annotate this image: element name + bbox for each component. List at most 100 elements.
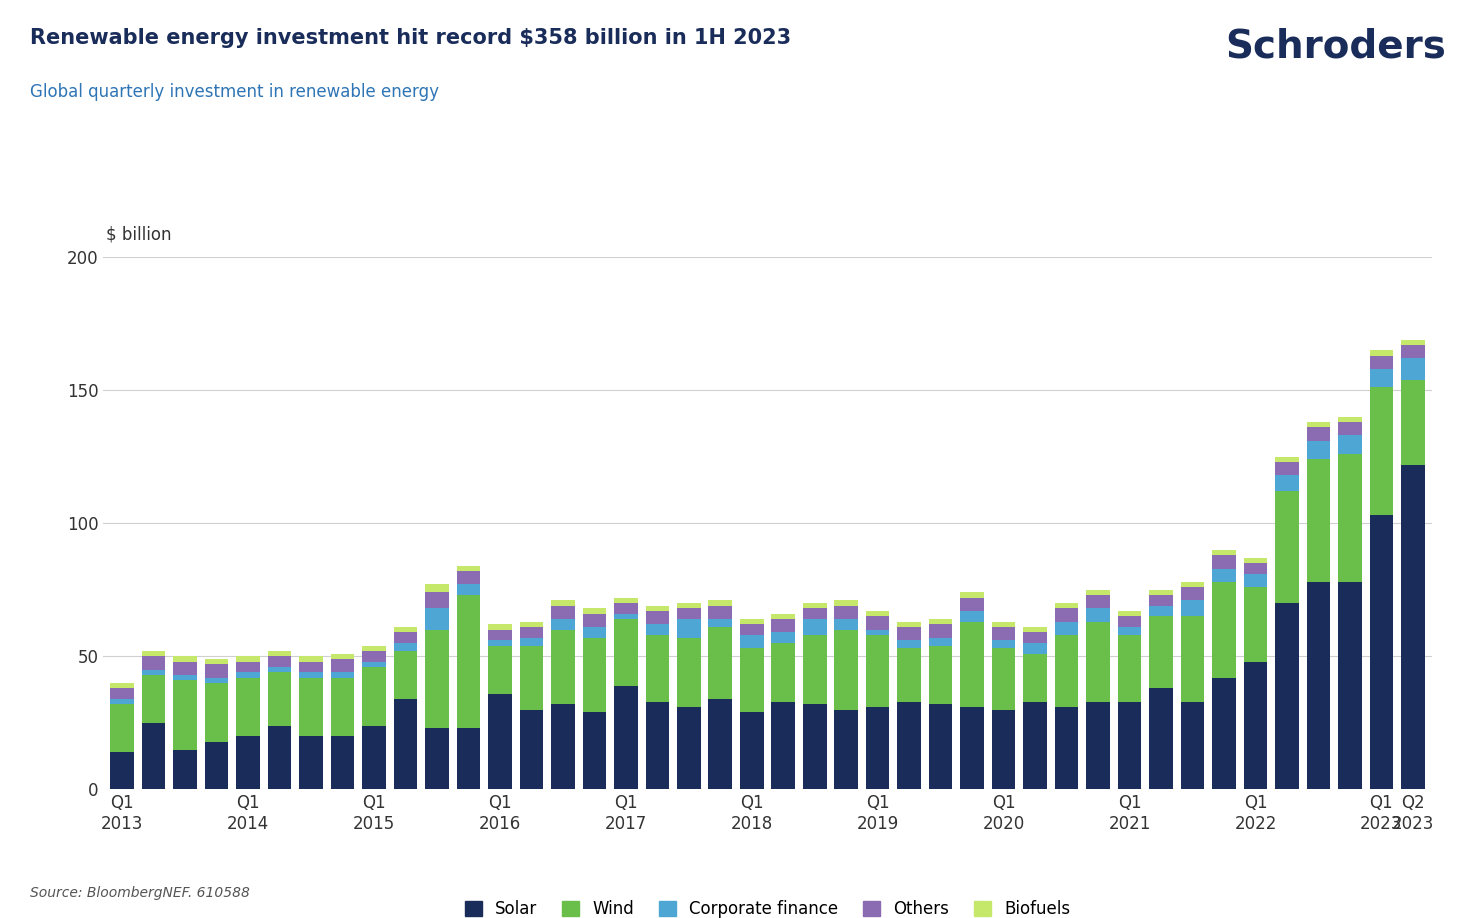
Bar — [1339, 435, 1362, 454]
Bar — [331, 659, 354, 672]
Bar — [1023, 701, 1046, 789]
Bar — [489, 641, 512, 645]
Bar — [205, 659, 229, 665]
Bar — [772, 643, 796, 701]
Bar — [267, 656, 291, 667]
Bar — [551, 606, 574, 619]
Bar — [834, 600, 858, 606]
Bar — [236, 677, 260, 736]
Bar — [992, 641, 1015, 648]
Bar — [1244, 563, 1268, 574]
Bar — [142, 723, 165, 789]
Bar — [1212, 550, 1235, 555]
Bar — [961, 598, 984, 611]
Bar — [961, 707, 984, 789]
Bar — [1086, 595, 1110, 609]
Bar — [834, 630, 858, 710]
Bar — [425, 609, 449, 630]
Bar — [614, 686, 638, 789]
Bar — [1181, 617, 1204, 701]
Bar — [1212, 582, 1235, 677]
Bar — [456, 728, 480, 789]
Bar — [866, 617, 890, 630]
Bar — [1370, 350, 1393, 355]
Bar — [708, 606, 732, 619]
Bar — [1086, 589, 1110, 595]
Bar — [1306, 459, 1330, 582]
Bar — [489, 624, 512, 630]
Bar — [205, 742, 229, 789]
Bar — [928, 638, 952, 645]
Bar — [1117, 611, 1141, 617]
Bar — [300, 656, 323, 662]
Bar — [583, 638, 607, 712]
Bar — [489, 630, 512, 641]
Text: Global quarterly investment in renewable energy: Global quarterly investment in renewable… — [30, 83, 438, 101]
Bar — [489, 694, 512, 789]
Bar — [1181, 582, 1204, 588]
Bar — [267, 651, 291, 656]
Bar — [236, 656, 260, 662]
Bar — [1181, 701, 1204, 789]
Bar — [236, 662, 260, 672]
Bar — [1370, 355, 1393, 369]
Bar — [614, 603, 638, 614]
Bar — [1339, 454, 1362, 582]
Bar — [520, 645, 543, 710]
Bar — [236, 736, 260, 789]
Bar — [708, 619, 732, 627]
Bar — [866, 611, 890, 617]
Text: Schroders: Schroders — [1225, 28, 1446, 65]
Bar — [1086, 701, 1110, 789]
Bar — [236, 672, 260, 677]
Bar — [394, 699, 418, 789]
Bar — [645, 611, 669, 624]
Bar — [928, 619, 952, 624]
Bar — [111, 752, 134, 789]
Bar — [992, 627, 1015, 641]
Bar — [1306, 422, 1330, 428]
Bar — [456, 571, 480, 585]
Bar — [111, 699, 134, 704]
Bar — [708, 699, 732, 789]
Bar — [205, 683, 229, 742]
Bar — [897, 648, 921, 701]
Bar — [362, 651, 385, 662]
Bar — [583, 609, 607, 614]
Bar — [645, 606, 669, 611]
Bar — [520, 710, 543, 789]
Bar — [928, 645, 952, 704]
Bar — [1150, 606, 1173, 617]
Bar — [1275, 476, 1299, 491]
Bar — [803, 609, 827, 619]
Bar — [708, 627, 732, 699]
Bar — [1212, 568, 1235, 582]
Bar — [583, 627, 607, 638]
Bar — [803, 704, 827, 789]
Text: $ billion: $ billion — [106, 226, 173, 243]
Bar — [961, 611, 984, 621]
Bar — [331, 677, 354, 736]
Bar — [645, 624, 669, 635]
Bar — [928, 624, 952, 638]
Bar — [1055, 603, 1079, 609]
Bar — [992, 648, 1015, 710]
Bar — [1306, 428, 1330, 441]
Bar — [1401, 465, 1424, 789]
Bar — [425, 592, 449, 609]
Bar — [456, 565, 480, 571]
Bar — [739, 619, 763, 624]
Bar — [897, 627, 921, 641]
Bar — [1150, 595, 1173, 606]
Bar — [551, 704, 574, 789]
Bar — [1150, 617, 1173, 688]
Bar — [583, 712, 607, 789]
Bar — [1023, 633, 1046, 643]
Bar — [142, 675, 165, 723]
Bar — [1244, 558, 1268, 563]
Bar — [394, 643, 418, 651]
Bar — [897, 701, 921, 789]
Bar — [1401, 379, 1424, 465]
Bar — [961, 621, 984, 707]
Bar — [1370, 369, 1393, 387]
